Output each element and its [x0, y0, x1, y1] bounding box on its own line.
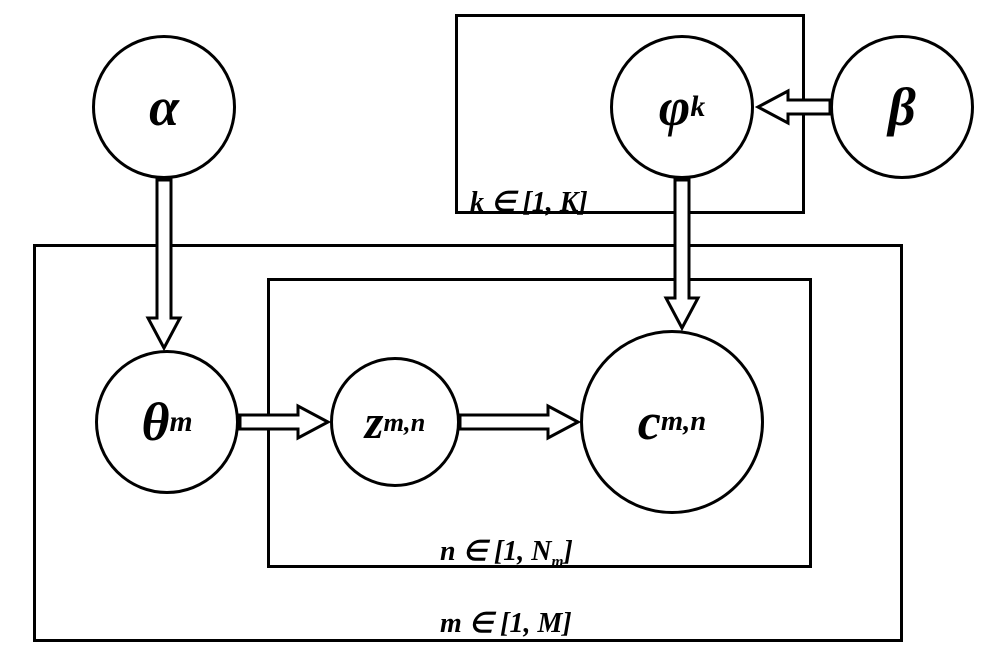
plate-label-k: k ∈ [1, K]	[470, 185, 588, 219]
plate-label-m: m ∈ [1, M]	[440, 606, 572, 640]
plate-label-n: n ∈ [1, Nm]	[440, 534, 573, 572]
node-c: cm,n	[580, 330, 764, 514]
node-z: zm,n	[330, 357, 460, 487]
node-beta: β	[830, 35, 974, 179]
node-theta: θm	[95, 350, 239, 494]
node-alpha: α	[92, 35, 236, 179]
node-phi: φk	[610, 35, 754, 179]
diagram-canvas: α β φk θm zm,n cm,n k ∈ [1, K] n ∈ [1, N…	[0, 0, 1000, 663]
